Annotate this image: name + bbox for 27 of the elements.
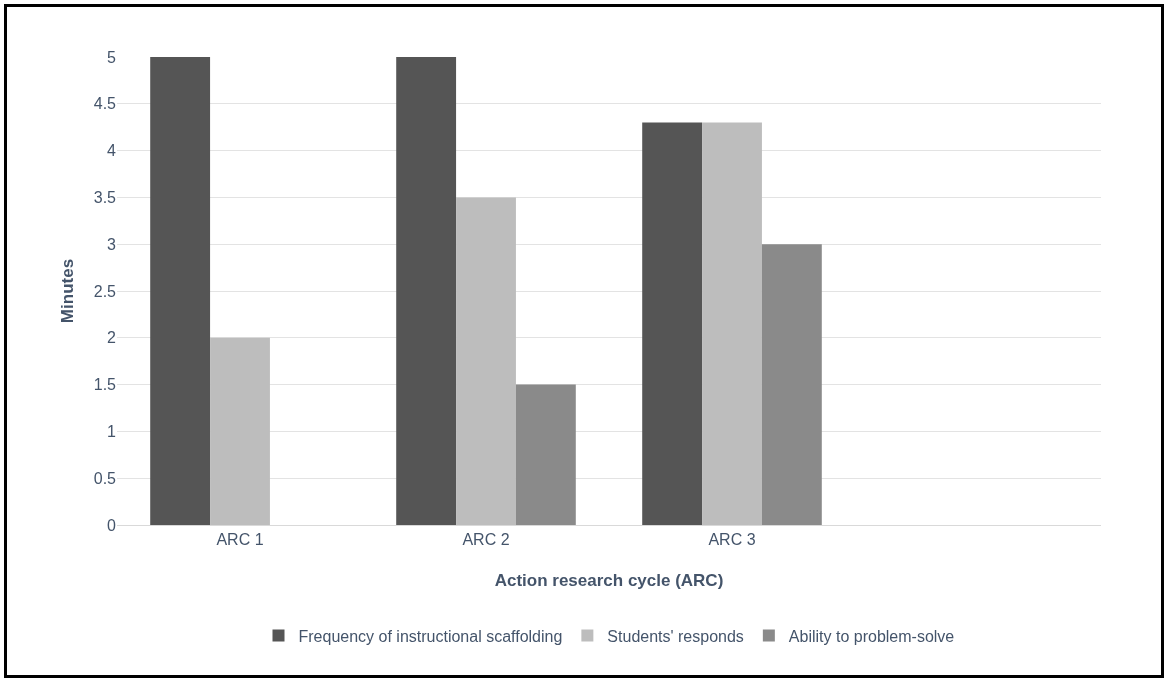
- legend-label: Students' responds: [607, 627, 744, 645]
- x-axis-title: Action research cycle (ARC): [494, 571, 724, 590]
- y-tick-label: 0: [107, 516, 117, 534]
- bar: [456, 197, 516, 525]
- x-tick-label: ARC 2: [462, 531, 510, 549]
- bar: [210, 337, 270, 525]
- x-tick-label: ARC 3: [708, 531, 756, 549]
- y-tick-label: 2: [107, 329, 117, 347]
- bar: [515, 384, 576, 525]
- y-tick-label: 4: [107, 142, 117, 160]
- x-tick-label: ARC 1: [216, 531, 264, 549]
- y-tick-label: 1: [107, 423, 117, 440]
- bar: [702, 122, 762, 525]
- y-tick-label: 3: [107, 235, 117, 253]
- y-tick-label: 4.5: [93, 95, 117, 113]
- y-tick-label: 5: [107, 48, 117, 66]
- bar: [396, 57, 457, 525]
- y-tick-label: 3.5: [93, 189, 117, 206]
- legend-label: Ability to problem-solve: [788, 627, 955, 645]
- y-tick-label: 1.5: [93, 376, 117, 394]
- bar: [642, 122, 703, 525]
- bar: [761, 244, 822, 525]
- y-tick-label: 2.5: [93, 282, 117, 300]
- legend-label: Frequency of instructional scaffolding: [298, 627, 563, 645]
- y-tick-label: 0.5: [93, 469, 117, 487]
- bar: [150, 57, 211, 525]
- y-axis-title: Minutes: [58, 258, 77, 324]
